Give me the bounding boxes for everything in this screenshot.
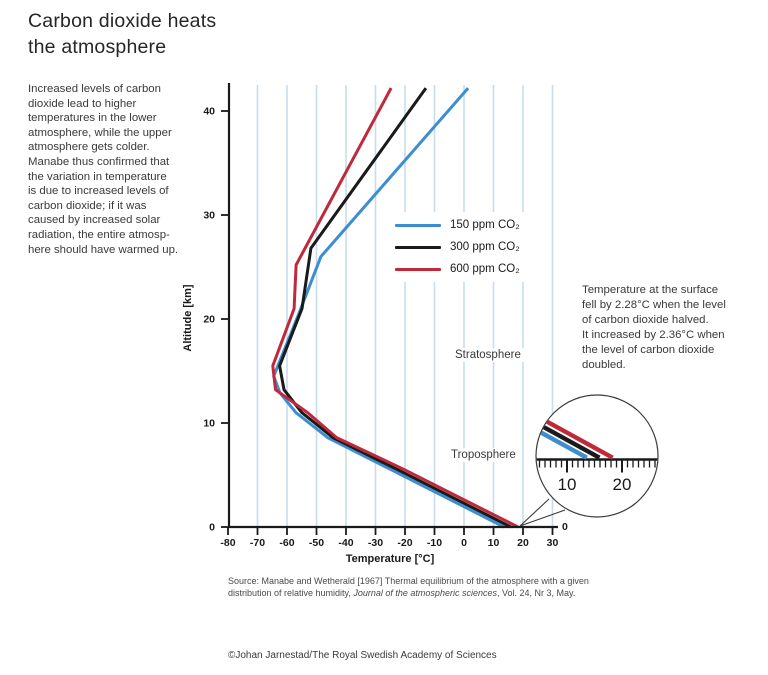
x-tick-label: -30: [368, 537, 383, 549]
callout-line: [519, 509, 566, 527]
source-line2-post: , Vol. 24, Nr 3, May.: [496, 587, 576, 598]
x-axis-title: Temperature [°C]: [346, 553, 435, 565]
x-tick-label: -60: [279, 537, 294, 549]
intro-paragraph: Increased levels of carbon dioxide lead …: [28, 83, 179, 256]
legend-item: 600 ppm CO₂: [395, 258, 520, 280]
magnifier-outline: [535, 394, 659, 518]
legend-label: 600 ppm CO₂: [450, 263, 520, 275]
x-tick-label: -10: [427, 537, 442, 549]
y-tick-label: 0: [209, 522, 215, 534]
source-journal-title: Journal of the atmospheric sciences: [353, 587, 497, 598]
legend-line-swatch-150ppm: [395, 223, 441, 227]
legend-line-swatch-300ppm: [395, 245, 441, 249]
page-title: Carbon dioxide heats the atmosphere: [28, 10, 217, 58]
x-tick-label: -20: [397, 537, 412, 549]
magnifier-series-line: [536, 398, 614, 460]
x-tick-label: 10: [488, 537, 500, 549]
x-tick-label: -40: [338, 537, 353, 549]
series-line: [271, 87, 519, 529]
magnifier-content: 10 20: [536, 398, 658, 494]
magnifier-tick-label: 20: [613, 475, 632, 494]
surface-temperature-note: Temperature at the surface fell by 2.28°…: [582, 284, 726, 371]
y-tick-label: 20: [203, 314, 215, 326]
legend-line-swatch-600ppm: [395, 267, 441, 271]
x-tick-label: -70: [250, 537, 265, 549]
magnifier-series-line: [536, 398, 601, 460]
source-line1: Source: Manabe and Wetherald [1967] Ther…: [228, 576, 589, 586]
legend-item: 150 ppm CO₂: [395, 214, 520, 236]
x-tick-label: 30: [547, 537, 559, 549]
x-tick-label: -50: [309, 537, 324, 549]
source-citation: Source: Manabe and Wetherald [1967] Ther…: [228, 576, 658, 599]
stratosphere-label: Stratosphere: [451, 348, 525, 362]
copyright-credit: ©Johan Jarnestad/The Royal Swedish Acade…: [228, 650, 497, 661]
series-line: [278, 87, 512, 529]
magnifier-series-line: [536, 398, 588, 460]
y-axis-title: Altitude [km]: [182, 284, 194, 352]
y-tick-label: 40: [203, 106, 215, 118]
y-tick-label: 30: [203, 210, 215, 222]
legend-label: 300 ppm CO₂: [450, 241, 520, 253]
callout-line: [519, 498, 550, 527]
source-line2-pre: distribution of relative humidity,: [228, 587, 354, 598]
x-tick-label: 20: [517, 537, 529, 549]
x-tick-label: -80: [220, 537, 235, 549]
chart-legend: 150 ppm CO₂ 300 ppm CO₂ 600 ppm CO₂: [393, 212, 526, 282]
y-tick-label: 10: [203, 418, 215, 430]
axis-end-zero-label: 0: [562, 521, 568, 533]
troposphere-label: Troposphere: [447, 448, 520, 462]
legend-item: 300 ppm CO₂: [395, 236, 520, 258]
legend-label: 150 ppm CO₂: [450, 219, 520, 231]
x-tick-label: 0: [461, 537, 467, 549]
magnifier-tick-label: 10: [558, 475, 577, 494]
